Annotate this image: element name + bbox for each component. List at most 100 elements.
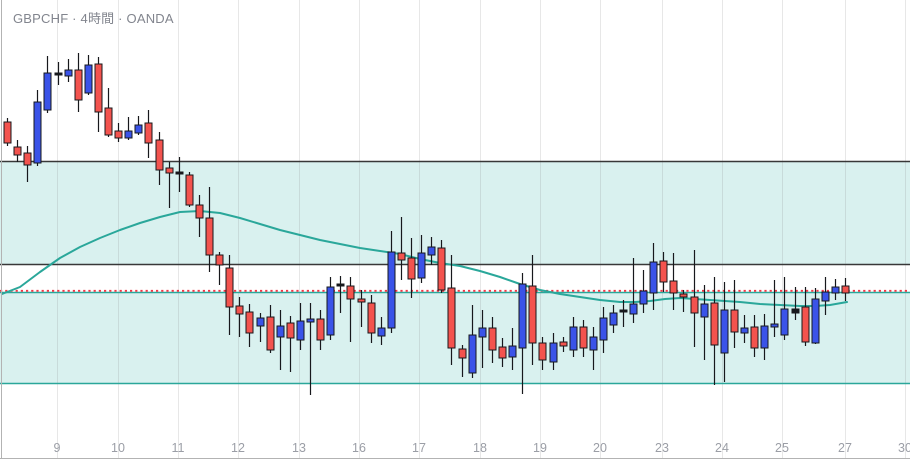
candle-down xyxy=(357,290,366,327)
x-axis-label[interactable]: 17 xyxy=(412,441,426,455)
candle-body xyxy=(104,107,113,136)
candle-body xyxy=(811,298,820,344)
x-axis-label[interactable]: 23 xyxy=(655,441,669,455)
candle-down xyxy=(437,240,446,293)
x-axis-label[interactable]: 20 xyxy=(593,441,607,455)
candle-down xyxy=(367,295,376,343)
x-axis-label[interactable]: 12 xyxy=(231,441,245,455)
candle-doji xyxy=(791,287,800,320)
candle-down xyxy=(407,238,416,298)
candle-body xyxy=(367,302,376,334)
candle-body xyxy=(296,320,305,341)
candle-body xyxy=(589,336,598,351)
candle-body xyxy=(609,312,618,326)
candle-down xyxy=(245,304,254,347)
candle-up xyxy=(780,277,789,340)
x-axis-label[interactable]: 24 xyxy=(715,441,729,455)
candle-up xyxy=(740,315,749,343)
candle-body xyxy=(387,251,396,329)
candle-body xyxy=(357,298,366,303)
candle-down xyxy=(669,253,678,310)
x-axis-label[interactable]: 18 xyxy=(473,441,487,455)
candle-up xyxy=(720,282,729,382)
candle-up xyxy=(478,310,487,368)
candle-down xyxy=(447,255,456,365)
candle-up xyxy=(831,279,840,300)
candle-up xyxy=(811,288,820,344)
candle-body xyxy=(760,325,769,349)
candle-down xyxy=(458,345,467,377)
candle-body xyxy=(346,285,355,300)
candle-body xyxy=(64,69,73,77)
candle-up xyxy=(276,310,285,370)
candle-body xyxy=(134,124,143,134)
candle-body xyxy=(559,341,568,347)
candle-body xyxy=(74,69,83,101)
candle-down xyxy=(841,278,850,301)
candle-up xyxy=(326,277,335,340)
x-axis-label[interactable]: 27 xyxy=(838,441,852,455)
candle-body xyxy=(518,283,527,349)
candle-doji xyxy=(54,62,63,85)
candle-up xyxy=(549,333,558,370)
candle-body xyxy=(437,247,446,291)
candle-body xyxy=(94,63,103,113)
candle-body xyxy=(205,217,214,256)
candle-body xyxy=(185,174,194,206)
candle-down xyxy=(114,123,123,142)
candle-up xyxy=(760,314,769,360)
x-axis-label[interactable]: 19 xyxy=(533,441,547,455)
candle-down xyxy=(235,297,244,337)
candle-body xyxy=(710,302,719,346)
candle-body xyxy=(195,204,204,219)
candle-up xyxy=(43,56,52,113)
candle-up xyxy=(639,270,648,313)
candle-body xyxy=(276,325,285,338)
x-axis-label[interactable]: 16 xyxy=(352,441,366,455)
candle-body xyxy=(256,317,265,327)
candle-up xyxy=(700,285,709,360)
x-axis-label[interactable]: 25 xyxy=(775,441,789,455)
candle-up xyxy=(33,90,42,166)
upper-zone-fill xyxy=(0,161,910,264)
x-axis-label[interactable]: 13 xyxy=(292,441,306,455)
candle-body xyxy=(336,283,345,287)
candle-body xyxy=(155,139,164,171)
candle-down xyxy=(346,277,355,342)
candle-body xyxy=(286,322,295,339)
candle-down xyxy=(144,110,153,158)
candle-doji xyxy=(336,276,345,313)
candle-up xyxy=(468,305,477,378)
candle-body xyxy=(84,64,93,94)
x-axis-label[interactable]: 11 xyxy=(172,441,185,455)
candle-up xyxy=(599,307,608,353)
candle-up xyxy=(417,235,426,283)
candle-body xyxy=(165,167,174,174)
candle-body xyxy=(679,293,688,298)
candle-body xyxy=(740,327,749,334)
candle-down xyxy=(579,320,588,357)
x-axis-label[interactable]: 30 xyxy=(898,441,910,455)
candle-down xyxy=(104,88,113,137)
candle-body xyxy=(569,326,578,351)
candle-body xyxy=(629,303,638,315)
candle-down xyxy=(195,195,204,237)
candle-body xyxy=(144,122,153,144)
x-axis-label[interactable]: 10 xyxy=(111,441,125,455)
candle-down xyxy=(165,162,174,208)
candle-down xyxy=(659,252,668,292)
candle-down xyxy=(316,310,325,350)
candle-body xyxy=(488,327,497,351)
candle-body xyxy=(306,318,315,323)
candle-body xyxy=(639,290,648,305)
candle-body xyxy=(549,342,558,363)
candle-up xyxy=(629,258,638,323)
candle-up xyxy=(427,237,436,265)
candle-body xyxy=(447,287,456,349)
x-axis-label[interactable]: 9 xyxy=(54,441,61,455)
candle-body xyxy=(245,311,254,334)
candle-down xyxy=(538,337,547,370)
candle-up xyxy=(508,328,517,370)
